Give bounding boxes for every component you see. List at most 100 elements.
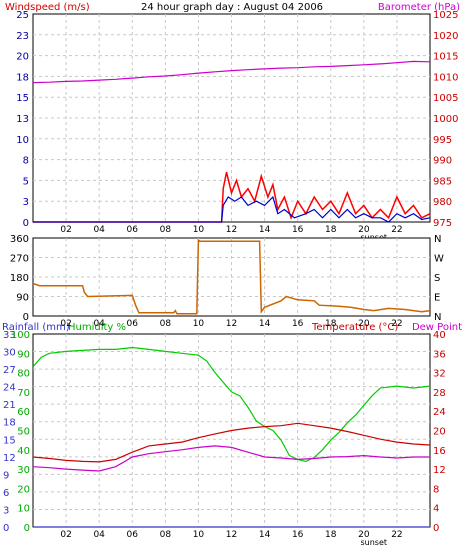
x-tick-label: 22 [391, 225, 402, 235]
x-tick-label: 02 [60, 530, 71, 540]
x-tick-label: 04 [93, 225, 105, 235]
temperature-line [32, 422, 431, 463]
temperature-tick-label: 24 [433, 407, 446, 418]
direction-tick-label: 90 [16, 293, 29, 304]
x-tick-label: 02 [60, 225, 71, 235]
x-tick-label: 18 [325, 225, 337, 235]
windspeed-tick-label: 25 [16, 10, 29, 21]
chart-title: 24 hour graph day : August 04 2006 [141, 2, 323, 13]
direction-tick-label: 360 [10, 234, 29, 245]
x-tick-label: 16 [292, 530, 304, 540]
barometer-tick-label: 1010 [433, 72, 458, 83]
rainfall-tick-label: 12 [3, 453, 16, 464]
rainfall-tick-label: 21 [3, 400, 16, 411]
temperature-tick-label: 32 [433, 369, 446, 380]
humidity-tick-label: 10 [17, 504, 30, 515]
x-tick-label: 06 [127, 319, 139, 329]
temperature-tick-label: 28 [433, 388, 446, 399]
wind-average-line [33, 195, 431, 223]
rainfall-axis-label: Rainfall (mm) [2, 322, 70, 333]
x-tick-label: 16 [292, 225, 304, 235]
barometer-tick-label: 1015 [433, 52, 458, 63]
x-tick-label: 08 [160, 530, 172, 540]
x-tick-label: 14 [259, 319, 271, 329]
x-tick-label: 06 [127, 225, 139, 235]
temperature-tick-label: 12 [433, 465, 446, 476]
x-tick-label: 12 [226, 319, 237, 329]
wind-gust-line [33, 171, 431, 223]
temperature-tick-label: 0 [433, 523, 439, 534]
barometer-tick-label: 980 [433, 197, 452, 208]
windspeed-tick-label: 23 [16, 31, 29, 42]
x-tick-label: 10 [193, 530, 205, 540]
x-tick-label: 22 [391, 319, 402, 329]
compass-label: W [434, 254, 444, 265]
rainfall-tick-label: 3 [3, 505, 9, 516]
barometer-tick-label: 975 [433, 218, 452, 229]
rainfall-tick-label: 33 [3, 330, 16, 341]
wind-direction-line [32, 238, 431, 315]
windspeed-tick-label: 13 [16, 114, 29, 125]
temperature-tick-label: 20 [433, 427, 446, 438]
x-tick-label: 04 [93, 319, 105, 329]
barometer-tick-label: 1005 [433, 93, 458, 104]
x-tick-label: 04 [93, 530, 105, 540]
barometer-tick-label: 995 [433, 135, 452, 146]
x-tick-label: 14 [259, 225, 271, 235]
barometer-tick-label: 1020 [433, 31, 458, 42]
x-tick-label: 06 [127, 530, 139, 540]
humidity-tick-label: 70 [17, 388, 30, 399]
direction-tick-label: 270 [10, 254, 29, 265]
x-tick-label: 08 [160, 319, 172, 329]
temperature-tick-label: 4 [433, 504, 439, 515]
barometer-tick-label: 990 [433, 156, 452, 167]
x-tick-label: 02 [60, 319, 71, 329]
x-tick-label: 16 [292, 319, 304, 329]
humidity-tick-label: 30 [17, 465, 30, 476]
rainfall-tick-label: 24 [3, 383, 16, 394]
compass-label: N [434, 312, 441, 323]
x-tick-label: 12 [226, 530, 237, 540]
rainfall-tick-label: 6 [3, 488, 9, 499]
windspeed-tick-label: 10 [16, 135, 29, 146]
humidity-tick-label: 0 [24, 523, 30, 534]
x-tick-label: 10 [193, 319, 205, 329]
temperature-tick-label: 8 [433, 484, 439, 495]
windspeed-tick-label: 18 [16, 72, 29, 83]
sunset-label: sunset [360, 538, 387, 547]
rainfall-tick-label: 30 [3, 348, 16, 359]
humidity-tick-label: 50 [17, 427, 30, 438]
barometer-tick-label: 1000 [433, 114, 458, 125]
x-tick-label: 10 [193, 225, 205, 235]
humidity-line [32, 346, 431, 463]
x-tick-label: 08 [160, 225, 172, 235]
windspeed-tick-label: 15 [16, 93, 29, 104]
x-tick-label: 22 [391, 530, 402, 540]
compass-label: S [434, 273, 440, 284]
x-tick-label: 12 [226, 225, 237, 235]
x-tick-label: 18 [325, 319, 337, 329]
windspeed-tick-label: 8 [23, 156, 29, 167]
compass-label: E [434, 293, 440, 304]
barometer-tick-label: 1025 [433, 10, 458, 21]
compass-label: N [434, 234, 441, 245]
windspeed-tick-label: 3 [23, 197, 29, 208]
humidity-tick-label: 80 [17, 369, 30, 380]
temperature-tick-label: 40 [433, 330, 446, 341]
humidity-axis-label: Humidity % [68, 322, 126, 333]
windspeed-tick-label: 20 [16, 52, 29, 63]
rainfall-tick-label: 15 [3, 435, 16, 446]
windspeed-tick-label: 5 [23, 176, 29, 187]
temperature-axis-label: Temperature (°C) [311, 322, 398, 333]
rainfall-tick-label: 9 [3, 470, 9, 481]
rainfall-tick-label: 18 [3, 418, 16, 429]
rainfall-tick-label: 27 [3, 365, 16, 376]
direction-tick-label: 180 [10, 273, 29, 284]
rainfall-tick-label: 0 [3, 523, 9, 534]
humidity-tick-label: 60 [17, 407, 30, 418]
windspeed-tick-label: 0 [23, 218, 29, 229]
barometer-tick-label: 985 [433, 176, 452, 187]
dewpoint-line [32, 445, 430, 472]
